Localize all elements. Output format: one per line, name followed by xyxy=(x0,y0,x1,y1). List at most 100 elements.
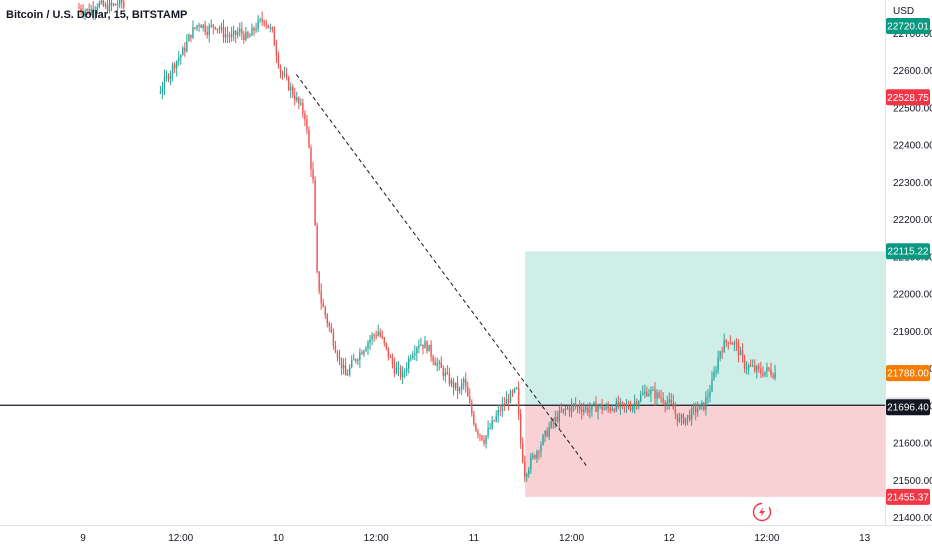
price-label-text: 22720.01 xyxy=(887,22,929,33)
candle-body xyxy=(224,34,227,38)
candle xyxy=(538,449,540,460)
candle-body xyxy=(462,379,465,384)
candle-body xyxy=(190,34,192,38)
candle xyxy=(167,72,170,83)
candle-body xyxy=(255,28,257,31)
candle-body xyxy=(621,402,624,404)
candle xyxy=(269,23,272,33)
candle-body xyxy=(277,56,280,67)
candle-body xyxy=(302,103,304,114)
candle xyxy=(241,21,243,41)
candle xyxy=(320,283,322,310)
candle xyxy=(631,403,634,413)
candle-body xyxy=(603,408,605,410)
candle-body xyxy=(560,410,563,412)
candle-body xyxy=(357,360,359,362)
candle-body xyxy=(517,387,520,414)
candle xyxy=(230,26,233,42)
candle xyxy=(351,355,353,369)
candle-body xyxy=(283,74,286,76)
candle xyxy=(515,386,518,390)
candle xyxy=(749,359,752,367)
x-tick-label: 12 xyxy=(664,533,676,544)
candle-body xyxy=(171,64,174,74)
candle-body xyxy=(294,95,296,101)
candle-body xyxy=(245,32,247,41)
candle-body xyxy=(342,365,345,369)
candle-body xyxy=(756,366,758,371)
candle xyxy=(78,2,80,10)
candle xyxy=(707,389,709,404)
candle xyxy=(226,26,229,44)
candle xyxy=(169,70,172,86)
candle-body xyxy=(361,352,363,355)
flash-icon[interactable] xyxy=(752,502,772,522)
candle xyxy=(159,86,162,95)
candle xyxy=(487,420,489,439)
candle-body xyxy=(754,365,756,371)
candle-body xyxy=(481,435,483,440)
y-tick-label: 22400.00 xyxy=(893,141,932,152)
candle xyxy=(751,359,754,368)
candle-body xyxy=(749,365,752,367)
candle-body xyxy=(530,457,532,470)
candle xyxy=(228,31,231,43)
candle xyxy=(572,402,575,412)
candle xyxy=(218,25,221,34)
candle xyxy=(446,365,449,375)
candle-body xyxy=(721,351,723,353)
candle xyxy=(102,0,105,8)
candle xyxy=(509,389,512,404)
candle xyxy=(678,412,681,424)
candle-body xyxy=(348,367,351,375)
candle-body xyxy=(493,420,495,422)
candle-body xyxy=(216,28,219,30)
candle-body xyxy=(239,29,241,33)
candle-body xyxy=(346,374,349,376)
candle xyxy=(760,361,762,378)
candle-body xyxy=(442,367,445,377)
candle xyxy=(654,382,656,406)
candle-body xyxy=(401,371,404,378)
candle xyxy=(633,394,636,414)
candle-body xyxy=(428,344,430,352)
candle-body xyxy=(271,27,274,30)
candle xyxy=(114,3,117,6)
candle xyxy=(180,54,182,65)
candle-body xyxy=(536,451,538,459)
candle xyxy=(503,396,506,412)
candle xyxy=(644,384,646,399)
candle xyxy=(184,42,186,57)
candle xyxy=(300,98,302,107)
candle-body xyxy=(291,87,294,96)
candle xyxy=(334,340,337,354)
candle-body xyxy=(251,27,253,36)
candle xyxy=(585,405,587,413)
candle-body xyxy=(86,8,88,11)
candle-body xyxy=(112,3,115,5)
candle xyxy=(475,423,477,433)
candle xyxy=(422,344,424,355)
candle xyxy=(444,367,447,383)
candle xyxy=(208,23,210,43)
candle xyxy=(619,398,622,416)
candle xyxy=(774,364,776,381)
candle-body xyxy=(165,75,168,78)
candle xyxy=(84,8,86,21)
candle xyxy=(308,126,310,149)
candle xyxy=(721,346,723,359)
candle xyxy=(399,365,402,381)
candle-body xyxy=(656,392,658,399)
candle xyxy=(735,337,738,351)
candle xyxy=(275,39,278,63)
candle xyxy=(430,340,432,362)
candle xyxy=(530,452,532,474)
candle xyxy=(116,0,119,11)
x-tick-label: 12:00 xyxy=(168,533,193,544)
y-tick-label: 22700.00 xyxy=(893,29,932,40)
candle-body xyxy=(550,421,552,428)
candle-body xyxy=(289,87,292,90)
candle xyxy=(298,96,300,110)
